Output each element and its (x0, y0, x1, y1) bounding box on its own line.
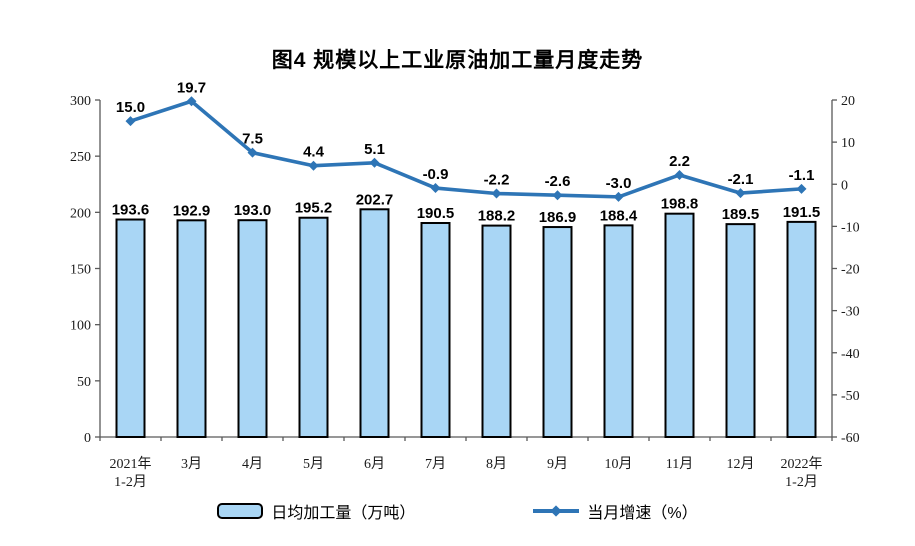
line-value-label: -2.6 (545, 173, 571, 190)
bar (420, 222, 451, 438)
right-axis: -60 -50 -40 -30 -20 -10 0 10 20 (832, 94, 860, 446)
x-axis-category-label: 2022年 1-2月 (781, 456, 823, 490)
x-axis-category-label: 10月 (605, 456, 633, 472)
bar (298, 216, 329, 438)
right-axis-tick-label: 20 (841, 94, 855, 109)
left-axis-tick-label: 300 (70, 94, 91, 109)
bar (237, 219, 268, 438)
right-axis-tick-label: -30 (841, 305, 860, 320)
bar-value-label: 191.5 (783, 204, 821, 221)
line-value-label: -3.0 (606, 175, 632, 192)
line-value-label: 19.7 (177, 79, 206, 96)
legend-label-bar: 日均加工量（万吨） (271, 505, 416, 522)
line-marker-diamond-icon (674, 169, 685, 180)
right-axis-tick-label: -50 (841, 389, 860, 404)
line-value-label: 5.1 (364, 141, 385, 158)
left-axis-tick-label: 150 (70, 263, 91, 278)
left-axis-tick-label: 50 (77, 375, 91, 390)
bar (176, 219, 207, 438)
bars-group (115, 208, 817, 438)
line-value-label: -2.2 (484, 172, 510, 189)
bar (725, 223, 756, 438)
bar (481, 224, 512, 438)
right-axis-tick-label: 0 (841, 178, 848, 193)
line-marker-diamond-icon (308, 160, 319, 171)
x-axis-category-label: 4月 (242, 456, 263, 472)
bar-value-label: 186.9 (539, 209, 577, 226)
right-axis-tick-label: 10 (841, 136, 855, 151)
x-axis-category-label: 11月 (666, 456, 693, 472)
line-value-label: -2.1 (728, 171, 754, 188)
right-axis-tick-label: -40 (841, 347, 860, 362)
legend-label-line: 当月增速（%） (587, 505, 698, 522)
bar-value-label: 189.5 (722, 206, 760, 223)
x-axis-ticks (99, 437, 833, 441)
line-marker-diamond-icon (796, 183, 807, 194)
bar-value-label: 198.8 (661, 196, 699, 213)
line-value-label: -0.9 (423, 166, 449, 183)
line-marker-diamond-icon (247, 147, 258, 158)
x-axis-category-label: 2021年 1-2月 (110, 456, 152, 490)
bar-value-labels: 193.6 192.9 193.0 195.2 202.7 190.5 188.2 186.9… (112, 191, 821, 226)
line-marker-diamond-icon (735, 188, 746, 199)
line-marker-diamond-icon (125, 116, 136, 127)
right-axis-tick-label: -20 (841, 263, 860, 278)
bar-value-label: 188.4 (600, 207, 638, 224)
x-axis-category-label: 6月 (364, 456, 385, 472)
line-value-label: -1.1 (789, 167, 815, 184)
line-value-label: 4.4 (303, 144, 325, 161)
left-axis: 0 50 100 150 200 250 300 (70, 94, 100, 446)
line-marker-diamond-icon (550, 505, 563, 517)
bar-value-label: 193.0 (234, 202, 272, 219)
bar (359, 208, 390, 438)
x-axis-category-label: 3月 (181, 456, 202, 472)
legend-item-bar: 日均加工量（万吨） (217, 499, 415, 523)
bar-value-label: 188.2 (478, 208, 516, 225)
x-axis-category-label: 7月 (425, 456, 446, 472)
line-marker-diamond-icon (491, 188, 502, 199)
bar (542, 226, 573, 438)
bar (115, 218, 146, 438)
right-axis-tick-label: -60 (841, 431, 860, 446)
x-axis-category-label: 12月 (727, 456, 755, 472)
chart-title: 图4 规模以上工业原油加工量月度走势 (271, 49, 644, 72)
line-value-labels: 15.0 19.7 7.5 4.4 5.1 -0.9 -2.2 -2.6 -3.0 2.2 -2.1… (116, 79, 815, 192)
legend-item-line: 当月增速（%） (533, 499, 698, 523)
x-axis-labels: 2021年 1-2月 3月 4月 5月 6月 7月 8月 9月 10月 11月 12月 2022年 1-2… (110, 456, 823, 490)
line-value-label: 15.0 (116, 99, 145, 116)
bar-value-label: 195.2 (295, 200, 333, 217)
left-axis-tick-label: 100 (70, 319, 91, 334)
x-axis-category-label: 8月 (486, 456, 507, 472)
line-marker-diamond-icon (613, 191, 624, 202)
bar (603, 224, 634, 438)
growth-line (128, 99, 804, 199)
line-value-label: 2.2 (669, 153, 690, 170)
line-marker-diamond-icon (186, 96, 197, 107)
left-axis-tick-label: 0 (84, 431, 91, 446)
left-axis-tick-label: 200 (70, 206, 91, 221)
line-marker-diamond-icon (552, 190, 563, 201)
line-marker-diamond-icon (369, 157, 380, 168)
bar-value-label: 192.9 (173, 202, 211, 219)
line-marker-diamond-icon (430, 183, 441, 194)
growth-line-group (125, 96, 807, 202)
left-axis-tick-label: 250 (70, 150, 91, 165)
bar-swatch-icon (217, 503, 264, 519)
x-axis-category-label: 9月 (547, 456, 568, 472)
bar-value-label: 202.7 (356, 191, 394, 208)
bar (664, 212, 695, 438)
bar-value-label: 193.6 (112, 202, 150, 219)
chart-legend: 日均加工量（万吨） 当月增速（%） (0, 499, 915, 523)
right-axis-tick-label: -10 (841, 220, 860, 235)
line-value-label: 7.5 (242, 131, 263, 148)
axes-group (99, 100, 833, 438)
x-axis-category-label: 5月 (303, 456, 324, 472)
bar-value-label: 190.5 (417, 205, 455, 222)
bar (786, 220, 817, 438)
line-swatch-icon (533, 505, 580, 517)
